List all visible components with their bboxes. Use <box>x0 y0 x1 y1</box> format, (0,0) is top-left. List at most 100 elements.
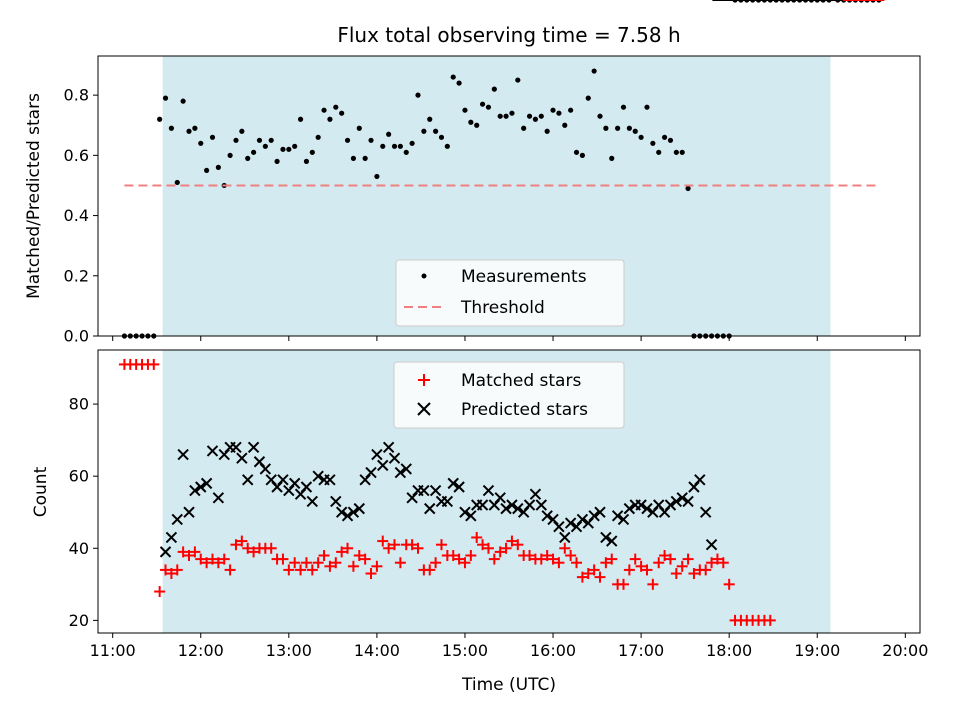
matched-stars-point <box>165 568 177 580</box>
measurements-point <box>239 128 245 134</box>
predicted-stars-point <box>388 452 401 464</box>
measurements-point <box>485 104 492 110</box>
measurements-point <box>573 149 580 155</box>
matched-stars-point <box>606 553 618 565</box>
matched-stars-point <box>664 553 676 565</box>
count-x-axis: 11:00 12:00 13:00 14:00 15:00 16:00 17:00 18:00… <box>90 633 928 660</box>
predicted-stars-point <box>705 538 718 551</box>
measurements-point <box>415 92 421 98</box>
measurements-point <box>650 140 656 146</box>
measurements-point <box>204 167 210 174</box>
matched-stars-point <box>430 557 442 569</box>
matched-stars-point <box>371 560 383 572</box>
matched-stars-point <box>641 564 653 576</box>
matched-stars-point <box>700 564 712 576</box>
matched-stars-point <box>764 614 776 626</box>
predicted-legend-label: Predicted stars <box>461 400 588 420</box>
matched-stars-point <box>206 553 218 565</box>
measurements-point <box>468 119 474 125</box>
matched-stars-point <box>347 560 359 572</box>
matched-stars-point <box>623 564 635 576</box>
measurements-point <box>157 116 163 122</box>
measurements-point <box>544 128 550 134</box>
measurements-point <box>509 110 515 116</box>
matched-stars-point <box>236 535 248 547</box>
matched-stars-point <box>547 553 559 565</box>
measurements-point <box>386 131 392 137</box>
predicted-stars-point <box>512 502 524 515</box>
matched-stars-point <box>218 553 230 565</box>
predicted-stars-point <box>195 481 207 493</box>
measurements-point <box>444 143 450 149</box>
matched-stars-point <box>559 542 571 554</box>
measurements-point <box>368 137 374 143</box>
measurements-point <box>333 104 339 110</box>
matched-stars-point <box>524 549 536 561</box>
count-legend-box <box>393 361 625 429</box>
matched-stars-point <box>377 535 389 547</box>
measurements-point <box>374 173 380 180</box>
measurements-point <box>656 149 662 155</box>
measurements-point <box>497 113 503 119</box>
x-tick-label: 15:00 <box>442 641 488 660</box>
ratio-y-tick-label: 0.4 <box>64 206 89 225</box>
predicted-stars-point <box>476 499 489 511</box>
matched-stars-point <box>541 549 553 561</box>
matched-stars-point <box>576 571 588 583</box>
predicted-stars-point <box>564 517 577 529</box>
predicted-stars-point <box>424 502 436 515</box>
matched-stars-point <box>289 557 301 569</box>
predicted-stars-point <box>347 506 360 518</box>
measurements-point <box>626 125 632 131</box>
measurements-point <box>303 158 310 164</box>
measurements-point <box>315 134 321 140</box>
predicted-stars-point <box>482 484 495 497</box>
x-tick-label: 17:00 <box>618 641 664 660</box>
matched-stars-point <box>383 542 395 554</box>
predicted-stars-point <box>459 506 471 518</box>
measurements-point <box>579 152 585 158</box>
predicted-stars-point <box>288 477 301 490</box>
measurements-point <box>362 155 368 161</box>
predicted-stars-point <box>371 448 383 461</box>
measurements-point <box>227 152 233 158</box>
x-tick-label: 16:00 <box>530 641 576 660</box>
predicted-stars-point <box>594 506 606 518</box>
measurements-point <box>321 107 327 113</box>
predicted-stars-point <box>394 466 407 479</box>
predicted-stars-point <box>635 499 647 511</box>
count-y-tick-label: 80 <box>69 395 89 414</box>
predicted-stars-point <box>699 506 712 518</box>
measurements-point <box>215 164 221 170</box>
matched-stars-point <box>494 546 506 558</box>
ratio-legend-box <box>395 259 625 327</box>
measurements-point <box>632 128 638 134</box>
count-y-tick-label: 20 <box>69 611 89 630</box>
matched-stars-point <box>582 568 594 580</box>
predicted-stars-point <box>535 499 547 511</box>
predicted-stars-point <box>165 531 178 544</box>
matched-stars-point <box>359 553 371 565</box>
matched-stars-point <box>670 568 682 580</box>
ratio-x-ticks <box>112 336 906 341</box>
matched-stars-point <box>277 553 289 565</box>
matched-stars-point <box>389 539 401 551</box>
measurements-point <box>397 143 403 149</box>
measurements-point <box>644 104 650 110</box>
measurements-point <box>538 113 544 119</box>
measurements-point <box>521 125 527 131</box>
predicted-stars-point <box>553 520 565 533</box>
measurements-point <box>186 128 192 134</box>
matched-stars-point <box>336 546 348 558</box>
matched-stars-point <box>629 553 641 565</box>
matched-stars-point <box>676 560 688 572</box>
measurements-legend-label: Measurements <box>461 267 587 287</box>
matched-stars-point <box>571 557 583 569</box>
predicted-stars-point <box>559 531 571 544</box>
measurements-point <box>391 143 398 149</box>
predicted-stars-point <box>441 495 454 508</box>
matched-stars-point <box>295 564 307 576</box>
matched-stars-point <box>635 560 647 572</box>
predicted-stars-point <box>588 510 600 522</box>
